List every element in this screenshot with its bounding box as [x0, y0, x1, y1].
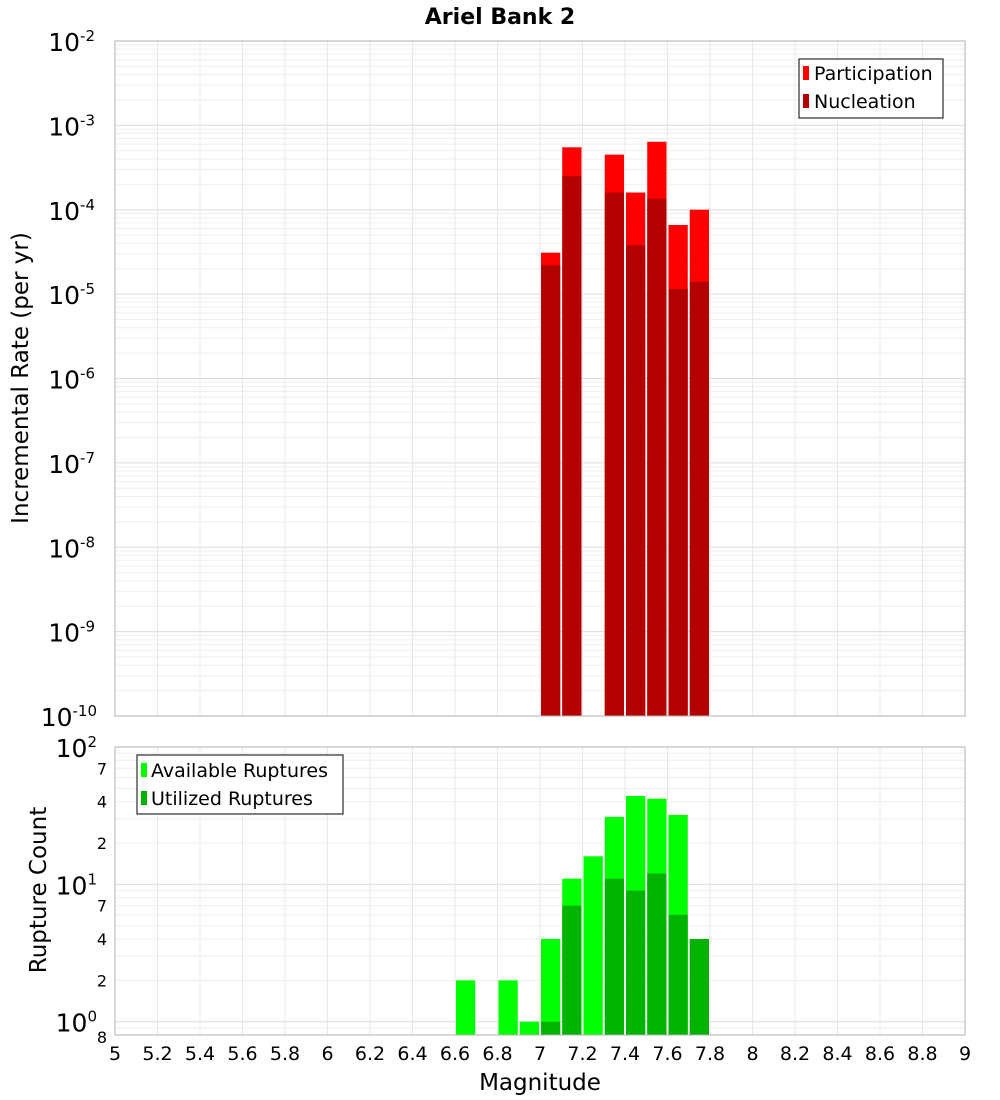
available-ruptures-bar: [583, 856, 603, 1035]
count-y-minor-label: 2: [97, 834, 107, 853]
rate-y-tick-label: 10-6: [48, 365, 95, 395]
nucleation-bar: [626, 245, 646, 717]
count-legend-box: [136, 754, 344, 815]
rate-y-axis-label: Incremental Rate (per yr): [8, 232, 34, 524]
legend-swatch: [141, 763, 147, 777]
utilized-ruptures-bar: [541, 1021, 561, 1035]
rate-y-tick-label: 10-2: [48, 27, 95, 57]
nucleation-bar: [541, 265, 561, 716]
rate-y-tick-label: 10-3: [48, 111, 95, 141]
count-y-major-label: 102: [56, 733, 97, 763]
count-y-major-label: 100: [56, 1008, 97, 1038]
available-ruptures-bar: [456, 980, 476, 1035]
rate-legend: Participation Nucleation: [798, 58, 944, 119]
x-tick-label: 6.4: [397, 1043, 427, 1065]
x-tick-label: 6: [321, 1043, 333, 1065]
x-tick-label: 6.8: [482, 1043, 512, 1065]
count-y-minor-label: 4: [97, 930, 107, 949]
rate-y-tick-label: 10-7: [48, 449, 95, 479]
rate-y-tick-label: 10-5: [48, 280, 95, 310]
x-tick-label: 5.8: [270, 1043, 300, 1065]
utilized-ruptures-bar: [562, 905, 582, 1035]
legend-swatch: [141, 791, 147, 805]
nucleation-bar: [604, 192, 624, 717]
x-tick-label: 8.2: [780, 1043, 810, 1065]
available-ruptures-bar: [498, 980, 518, 1035]
count-plot: 100 101 102 8 2 4 7 2 4 7 5 5.2 5.4 5.6 5.8 6 6.2 6.4 6.6 6…: [56, 733, 971, 1065]
x-tick-label: 7.4: [610, 1043, 640, 1065]
x-tick-label: 7: [534, 1043, 546, 1065]
x-axis-label: Magnitude: [479, 1070, 601, 1096]
nucleation-bar: [689, 281, 709, 716]
rate-plot: 10-10 10-9 10-8 10-7 10-6 10-5 10-4 10-3 10-2 Par…: [41, 27, 966, 732]
utilized-ruptures-bar: [626, 890, 646, 1035]
rate-plot-frame: [114, 40, 966, 717]
legend-label: Available Ruptures: [151, 760, 328, 782]
x-tick-label: 6.6: [440, 1043, 470, 1065]
x-tick-label: 6.2: [355, 1043, 385, 1065]
chart-title: Ariel Bank 2: [425, 5, 575, 30]
legend-label: Nucleation: [814, 91, 916, 113]
count-legend: Available Ruptures Utilized Ruptures: [136, 754, 344, 815]
utilized-ruptures-bar: [689, 939, 709, 1035]
x-tick-label: 8.6: [865, 1043, 895, 1065]
utilized-ruptures-bar: [668, 914, 688, 1035]
count-y-minor-label: 2: [97, 971, 107, 990]
legend-label: Participation: [814, 63, 933, 85]
x-tick-label: 7.6: [652, 1043, 682, 1065]
rate-y-tick-label: 10-9: [48, 618, 95, 648]
utilized-ruptures-bar: [647, 873, 667, 1035]
x-tick-label: 5.4: [185, 1043, 215, 1065]
count-y-axis-label: Rupture Count: [26, 807, 52, 973]
rate-legend-box: [798, 58, 944, 119]
rate-y-tick-label: 10-8: [48, 533, 95, 563]
legend-label: Utilized Ruptures: [151, 788, 313, 810]
nucleation-bar: [647, 198, 667, 717]
count-y-minor-label: 8: [97, 1028, 107, 1047]
count-y-minor-label: 7: [97, 759, 107, 778]
x-tick-label: 7.8: [695, 1043, 725, 1065]
x-tick-label: 8.4: [822, 1043, 852, 1065]
count-y-minor-label: 7: [97, 897, 107, 916]
x-tick-label: 5.6: [227, 1043, 257, 1065]
x-tick-label: 5: [109, 1043, 121, 1065]
count-y-major-label: 101: [56, 870, 97, 900]
count-plot-frame: [114, 746, 966, 1036]
rate-y-tick-label: 10-10: [41, 702, 97, 732]
utilized-ruptures-bar: [604, 878, 624, 1035]
available-ruptures-bar: [541, 939, 561, 1035]
legend-swatch: [803, 94, 809, 108]
x-tick-label: 7.2: [567, 1043, 597, 1065]
x-tick-label: 8.8: [907, 1043, 937, 1065]
available-ruptures-bar: [519, 1021, 539, 1035]
count-y-minor-label: 4: [97, 793, 107, 812]
nucleation-bar: [668, 289, 688, 716]
legend-swatch: [803, 66, 809, 80]
x-tick-label: 8: [746, 1043, 758, 1065]
x-tick-label: 5.2: [142, 1043, 172, 1065]
nucleation-bar: [562, 176, 582, 716]
rate-y-tick-label: 10-4: [48, 196, 95, 226]
x-tick-label: 9: [959, 1043, 971, 1065]
